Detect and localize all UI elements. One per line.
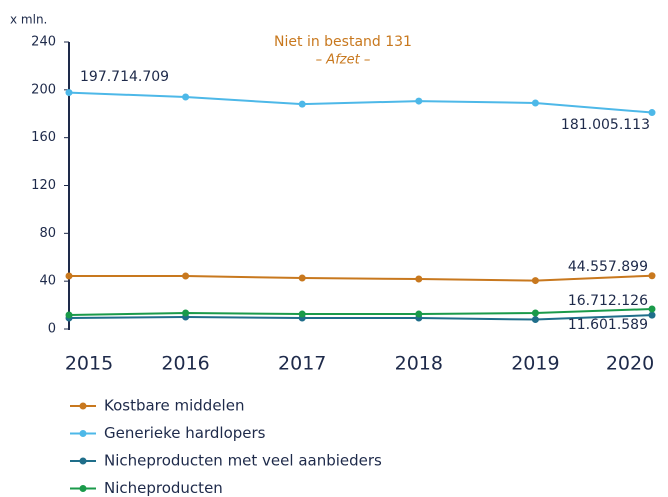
point <box>182 93 190 101</box>
y-tick-label: 160 <box>31 130 56 145</box>
y-tick-label: 120 <box>31 178 56 193</box>
point <box>531 309 539 317</box>
legend-label: Generieke hardlopers <box>104 424 266 442</box>
y-tick-label: 0 <box>48 322 56 337</box>
line <box>69 274 653 282</box>
legend-marker <box>79 457 87 465</box>
point <box>415 275 423 283</box>
point <box>298 100 306 108</box>
value-label: 197.714.709 <box>80 69 169 85</box>
point <box>648 305 656 313</box>
point <box>65 272 73 280</box>
chart-title: Niet in bestand 131 <box>274 34 412 50</box>
point <box>648 272 656 280</box>
value-label: 44.557.899 <box>568 259 648 275</box>
value-label: 16.712.126 <box>568 293 648 309</box>
value-label: 181.005.113 <box>561 117 650 133</box>
point <box>298 310 306 318</box>
x-tick-label: 2015 <box>65 353 113 375</box>
x-tick-label: 2020 <box>606 353 654 375</box>
point <box>182 272 190 280</box>
value-label: 11.601.589 <box>568 317 648 333</box>
x-tick-label: 2019 <box>511 353 559 375</box>
point <box>65 89 73 97</box>
x-tick-label: 2018 <box>395 353 443 375</box>
point <box>648 109 656 117</box>
point <box>298 274 306 282</box>
y-tick-label: 200 <box>31 82 56 97</box>
point <box>531 99 539 107</box>
legend-label: Nicheproducten met veel aanbieders <box>104 452 382 470</box>
line <box>68 314 653 321</box>
legend-marker <box>79 485 87 492</box>
point <box>531 277 539 285</box>
legend-label: Kostbare middelen <box>104 397 244 415</box>
chart-subtitle: – Afzet – <box>316 53 371 68</box>
x-tick-label: 2017 <box>278 353 326 375</box>
x-tick-label: 2016 <box>161 353 209 375</box>
point <box>531 316 539 324</box>
y-tick-label: 40 <box>39 274 56 289</box>
y-tick-label: 240 <box>31 35 56 50</box>
point <box>182 309 190 317</box>
point <box>415 310 423 318</box>
line <box>68 91 653 114</box>
legend-marker <box>79 430 87 437</box>
y-axis-label: x mln. <box>10 13 47 27</box>
point <box>65 311 73 319</box>
legend-label: Nicheproducten <box>104 479 223 497</box>
line <box>68 308 653 317</box>
point <box>648 311 656 319</box>
point <box>415 97 423 105</box>
legend-marker <box>79 402 87 410</box>
y-tick-label: 80 <box>39 226 56 241</box>
